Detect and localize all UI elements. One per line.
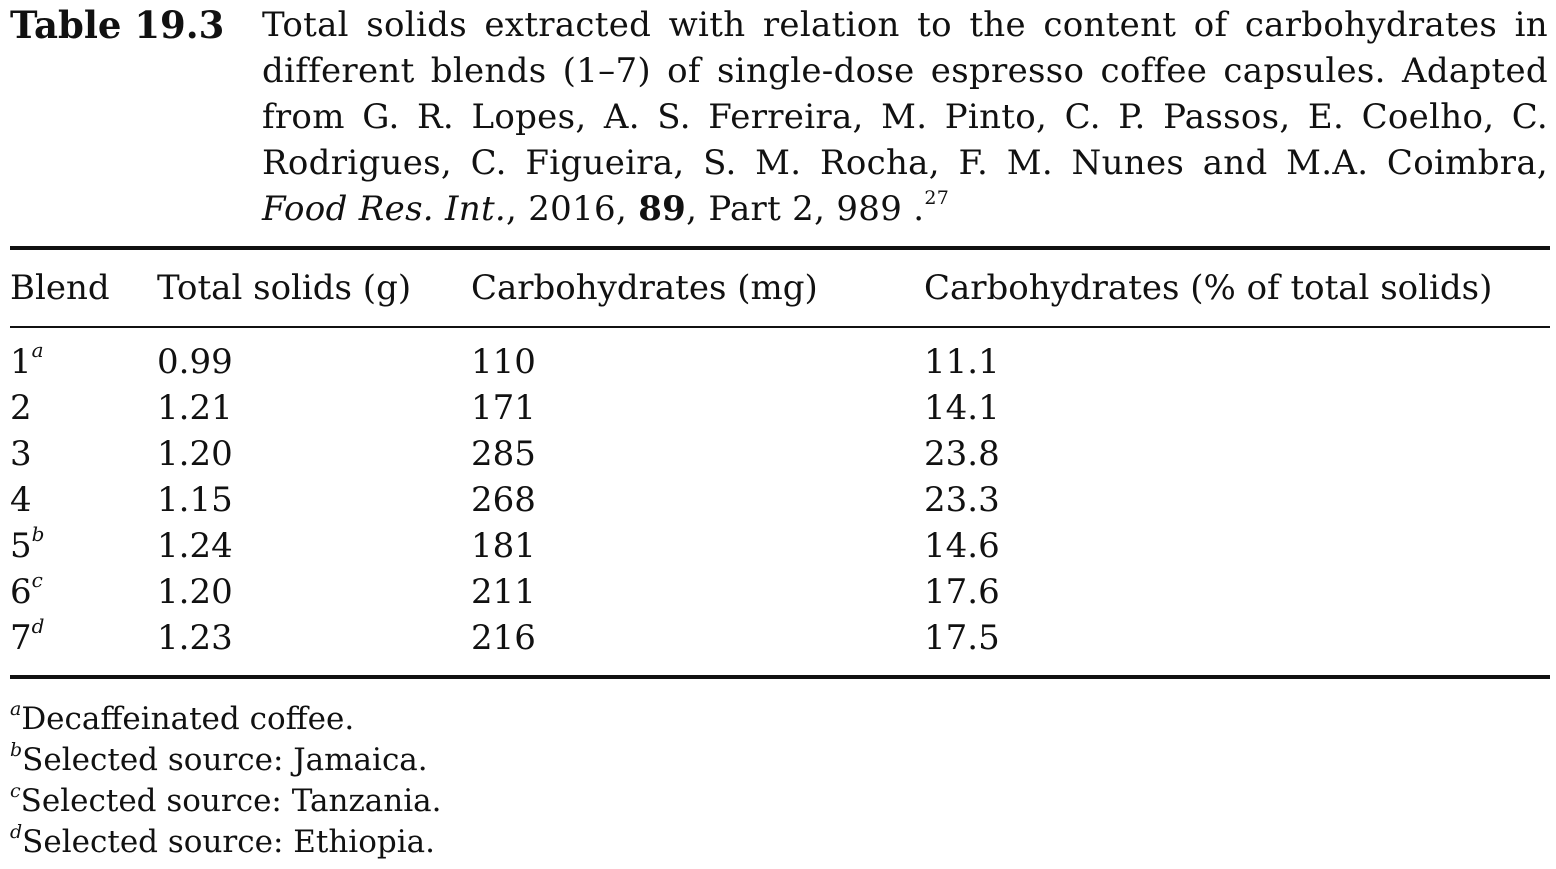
cell-carbohydrates-mg: 216 bbox=[471, 618, 536, 658]
caption-body: Total solids extracted with relation to … bbox=[262, 5, 1548, 183]
header-carbohydrates-pct: Carbohydrates (% of total solids) bbox=[924, 268, 1493, 308]
footnote-text: Decaffeinated coffee. bbox=[21, 701, 355, 737]
table-bottom-rule bbox=[10, 675, 1550, 679]
cell-carbohydrates-mg: 211 bbox=[471, 572, 536, 612]
caption-volume: 89 bbox=[638, 189, 687, 229]
cell-total-solids: 1.20 bbox=[157, 572, 233, 612]
cell-carbohydrates-pct: 14.6 bbox=[924, 526, 1000, 566]
cell-carbohydrates-mg: 171 bbox=[471, 388, 536, 428]
cell-total-solids: 1.21 bbox=[157, 388, 233, 428]
cell-carbohydrates-pct: 17.5 bbox=[924, 618, 1000, 658]
cell-carbohydrates-pct: 17.6 bbox=[924, 572, 1000, 612]
header-blend: Blend bbox=[10, 268, 110, 308]
cell-total-solids: 0.99 bbox=[157, 342, 233, 382]
cell-carbohydrates-pct: 23.8 bbox=[924, 434, 1000, 474]
cell-blend: 1a bbox=[10, 338, 44, 382]
cell-carbohydrates-mg: 181 bbox=[471, 526, 536, 566]
reference-number: 27 bbox=[924, 187, 950, 209]
footnote-mark: d bbox=[31, 614, 45, 638]
header-carbohydrates-mg: Carbohydrates (mg) bbox=[471, 268, 818, 308]
cell-carbohydrates-pct: 11.1 bbox=[924, 342, 1000, 382]
table-top-rule bbox=[10, 246, 1550, 250]
cell-total-solids: 1.15 bbox=[157, 480, 233, 520]
caption-pages: , Part 2, 989 . bbox=[686, 189, 925, 229]
footnote-mark: d bbox=[10, 821, 23, 843]
caption-year: , 2016, bbox=[506, 189, 639, 229]
footnote-mark: a bbox=[10, 698, 22, 720]
footnote-mark: b bbox=[10, 739, 23, 761]
table-number: Table 19.3 bbox=[10, 3, 225, 47]
cell-blend: 6c bbox=[10, 568, 43, 612]
cell-blend: 2 bbox=[10, 388, 32, 428]
cell-carbohydrates-mg: 268 bbox=[471, 480, 536, 520]
footnote-mark: c bbox=[31, 568, 43, 592]
cell-blend: 7d bbox=[10, 614, 45, 658]
cell-blend: 3 bbox=[10, 434, 32, 474]
footnote: aDecaffeinated coffee. bbox=[10, 699, 354, 739]
journal-name: Food Res. Int. bbox=[262, 189, 507, 229]
cell-total-solids: 1.24 bbox=[157, 526, 233, 566]
caption-text: Total solids extracted with relation to … bbox=[262, 2, 1548, 232]
footnote: dSelected source: Ethiopia. bbox=[10, 822, 435, 862]
cell-carbohydrates-mg: 285 bbox=[471, 434, 536, 474]
cell-blend: 4 bbox=[10, 480, 32, 520]
cell-blend: 5b bbox=[10, 522, 45, 566]
footnote-text: Selected source: Tanzania. bbox=[20, 783, 442, 819]
footnote-mark: c bbox=[10, 780, 21, 802]
header-total-solids: Total solids (g) bbox=[157, 268, 412, 308]
cell-carbohydrates-pct: 14.1 bbox=[924, 388, 1000, 428]
footnote: bSelected source: Jamaica. bbox=[10, 740, 428, 780]
table-header-rule bbox=[10, 326, 1550, 328]
cell-carbohydrates-pct: 23.3 bbox=[924, 480, 1000, 520]
cell-total-solids: 1.23 bbox=[157, 618, 233, 658]
footnote-text: Selected source: Jamaica. bbox=[22, 742, 428, 778]
footnote-mark: a bbox=[31, 338, 44, 362]
cell-total-solids: 1.20 bbox=[157, 434, 233, 474]
footnote-text: Selected source: Ethiopia. bbox=[22, 824, 435, 860]
footnote-mark: b bbox=[31, 522, 45, 546]
footnote: cSelected source: Tanzania. bbox=[10, 781, 441, 821]
cell-carbohydrates-mg: 110 bbox=[471, 342, 536, 382]
